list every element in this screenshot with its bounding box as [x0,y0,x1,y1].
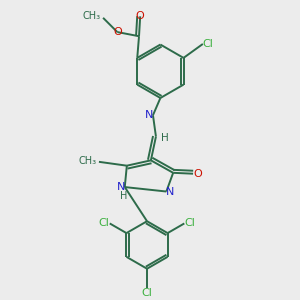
Text: Cl: Cl [99,218,110,228]
Text: N: N [145,110,153,120]
Text: N: N [166,187,175,196]
Text: CH₃: CH₃ [78,156,97,166]
Text: Cl: Cl [203,39,214,49]
Text: O: O [136,11,145,21]
Text: H: H [161,133,169,143]
Text: CH₃: CH₃ [82,11,101,21]
Text: Cl: Cl [142,288,152,298]
Text: Cl: Cl [184,218,195,228]
Text: O: O [113,27,122,37]
Text: H: H [120,191,127,201]
Text: N: N [116,182,125,192]
Text: O: O [193,169,202,179]
